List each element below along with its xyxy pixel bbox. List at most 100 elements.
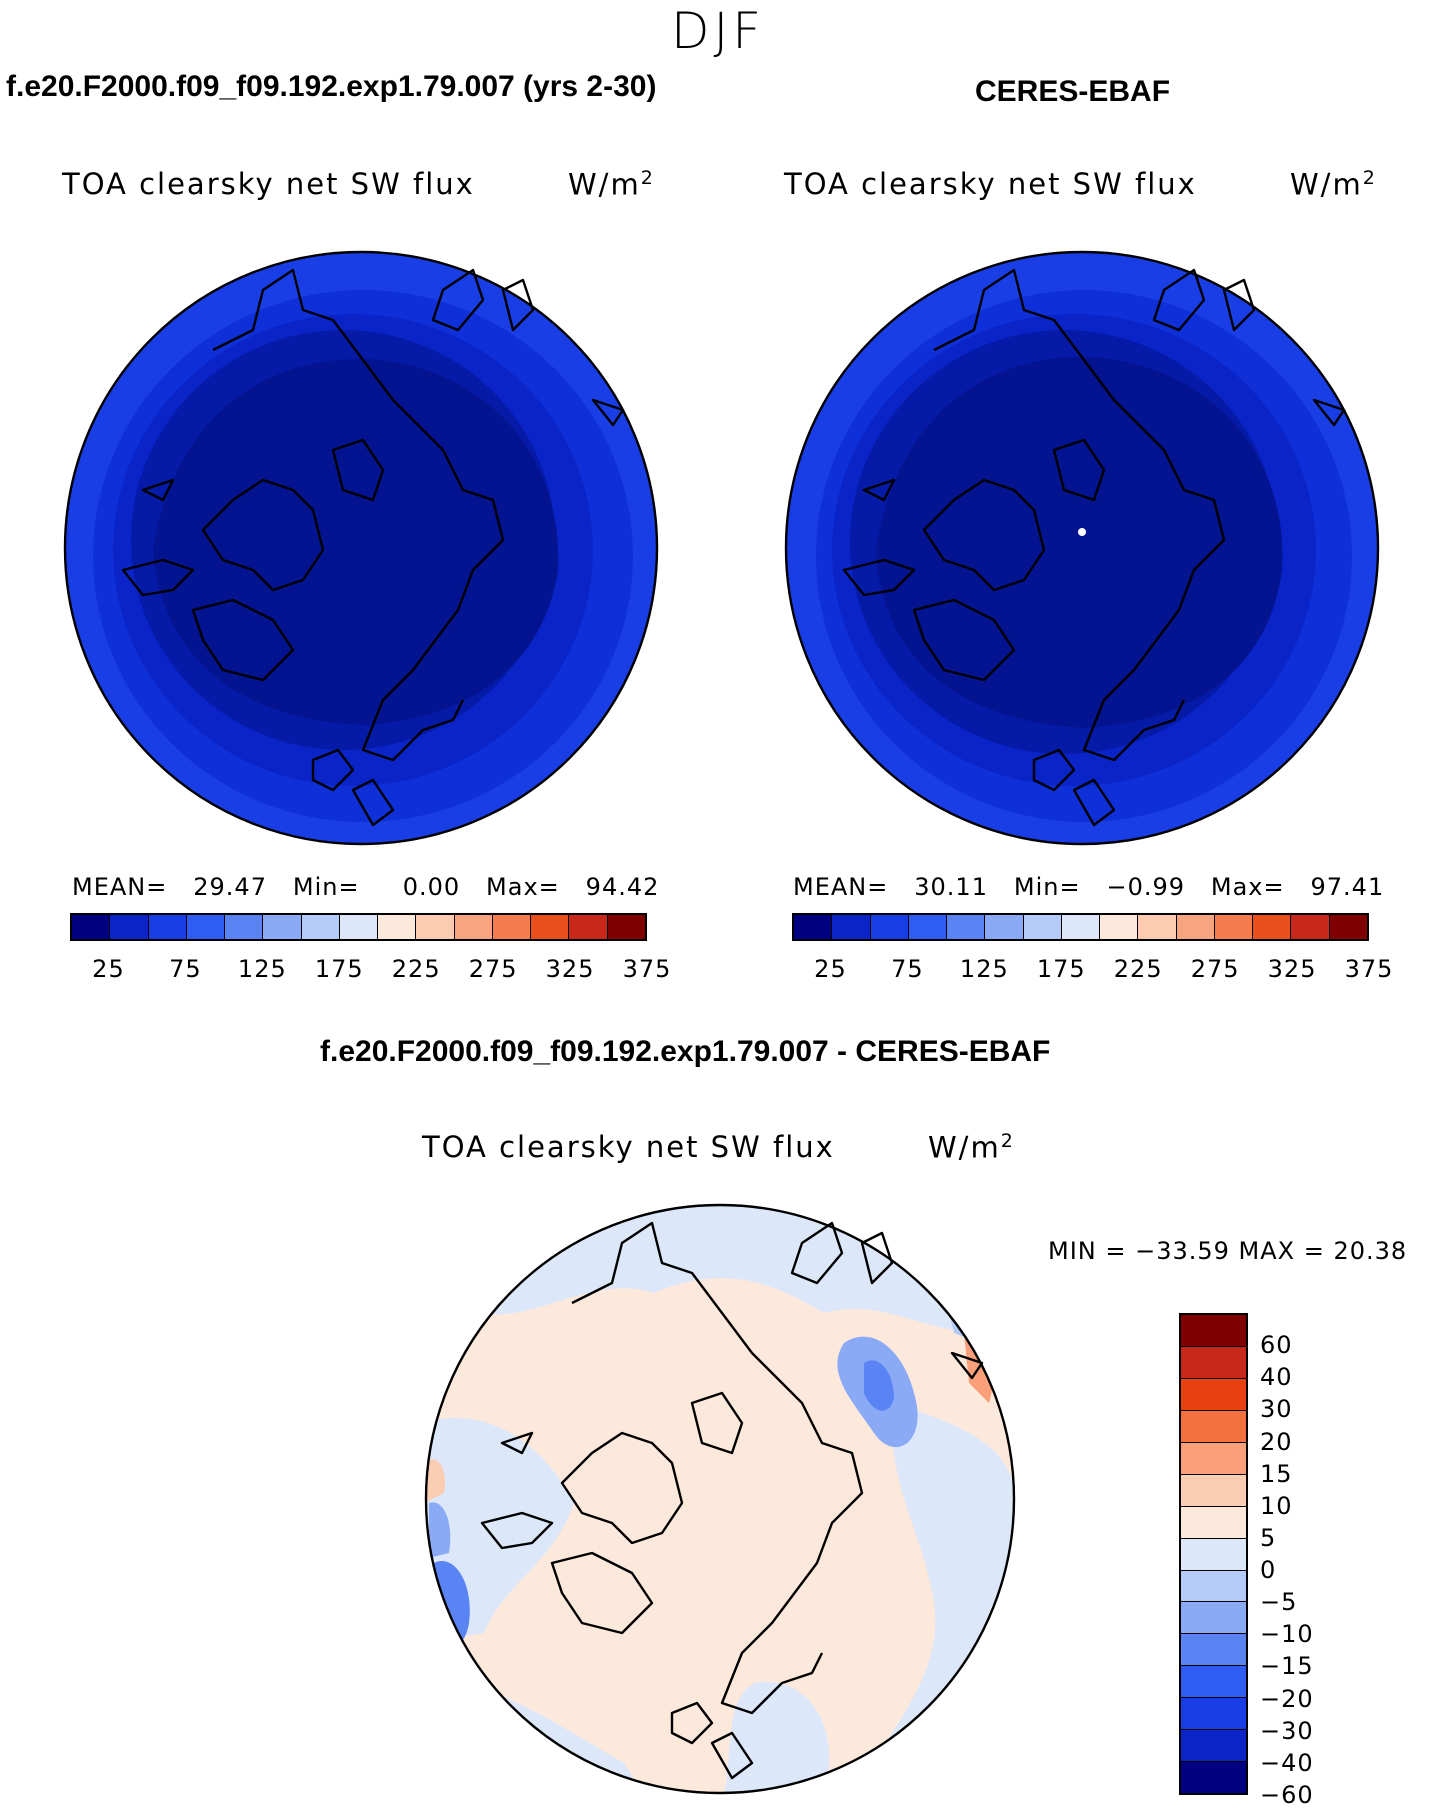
left-colorbar-swatch bbox=[607, 915, 645, 939]
left-colorbar-tick-label: 375 bbox=[622, 955, 672, 983]
diff-colorbar-swatch bbox=[1181, 1410, 1246, 1443]
diff-map bbox=[424, 1203, 1016, 1795]
diff-colorbar bbox=[1179, 1313, 1248, 1795]
right-colorbar-swatch bbox=[794, 915, 833, 939]
diff-colorbar-swatch bbox=[1181, 1570, 1246, 1603]
left-colorbar-swatch bbox=[186, 915, 226, 939]
right-coastlines bbox=[842, 268, 1346, 827]
left-colorbar-swatch bbox=[454, 915, 493, 939]
diff-colorbar-swatch bbox=[1181, 1762, 1246, 1794]
diff-colorbar-swatch bbox=[1181, 1666, 1246, 1699]
diff-coastlines bbox=[480, 1221, 984, 1780]
left-colorbar-swatch bbox=[378, 915, 417, 939]
diff-colorbar-label: −40 bbox=[1260, 1748, 1314, 1777]
diff-colorbar-swatch bbox=[1181, 1378, 1246, 1411]
left-colorbar-tick-label: 25 bbox=[92, 955, 125, 983]
right-colorbar-swatch bbox=[870, 915, 909, 939]
left-panel-title: TOA clearsky net SW flux bbox=[62, 167, 475, 201]
left-colorbar-tick-label: 275 bbox=[468, 955, 518, 983]
left-colorbar-swatch bbox=[72, 915, 111, 939]
left-panel-units: W/m2 bbox=[568, 167, 655, 202]
right-panel-header: CERES-EBAF bbox=[975, 75, 1171, 108]
left-colorbar-swatch bbox=[339, 915, 379, 939]
right-colorbar-swatch bbox=[1176, 915, 1215, 939]
right-colorbar-swatch bbox=[1138, 915, 1177, 939]
left-colorbar-swatch bbox=[416, 915, 455, 939]
right-stats: MEAN= 30.11 Min= −0.99 Max= 97.41 bbox=[793, 873, 1385, 901]
left-map bbox=[63, 250, 659, 846]
diff-colorbar-label: 40 bbox=[1260, 1363, 1293, 1392]
left-colorbar-tick-label: 175 bbox=[314, 955, 364, 983]
right-colorbar-swatch bbox=[1023, 915, 1062, 939]
left-panel-header: f.e20.F2000.f09_f09.192.exp1.79.007 (yrs… bbox=[6, 70, 657, 103]
right-colorbar-swatch bbox=[1291, 915, 1330, 939]
left-colorbar-tick-label: 325 bbox=[545, 955, 595, 983]
right-colorbar-swatch bbox=[1100, 915, 1139, 939]
left-colorbar-swatch bbox=[263, 915, 302, 939]
right-colorbar-swatch bbox=[1214, 915, 1254, 939]
left-colorbar-swatch bbox=[569, 915, 608, 939]
right-colorbar-swatch bbox=[1253, 915, 1292, 939]
right-colorbar-tick-label: 175 bbox=[1036, 955, 1086, 983]
right-colorbar-tick-label: 25 bbox=[814, 955, 847, 983]
left-colorbar-swatch bbox=[110, 915, 149, 939]
right-map bbox=[784, 250, 1380, 846]
diff-colorbar-swatch bbox=[1181, 1442, 1246, 1475]
right-colorbar-swatch bbox=[832, 915, 871, 939]
diff-colorbar-label: 30 bbox=[1260, 1395, 1293, 1424]
diff-colorbar-swatch bbox=[1181, 1602, 1246, 1635]
right-colorbar-swatch bbox=[1329, 915, 1367, 939]
diff-colorbar-label: 15 bbox=[1260, 1459, 1293, 1488]
diff-colorbar-swatch bbox=[1181, 1315, 1246, 1347]
diff-colorbar-swatch bbox=[1181, 1474, 1246, 1507]
right-colorbar-tick-label: 125 bbox=[959, 955, 1009, 983]
left-colorbar-swatch bbox=[225, 915, 264, 939]
diff-colorbar-labels: 60 40 30 20 15 10 5 0 −5 −10 −15 −20 −30 −40 −60 bbox=[1260, 1313, 1340, 1809]
left-colorbar-tick-label: 225 bbox=[391, 955, 441, 983]
diff-colorbar-label: 20 bbox=[1260, 1427, 1293, 1456]
right-colorbar-swatch bbox=[1061, 915, 1101, 939]
diff-colorbar-swatch bbox=[1181, 1506, 1246, 1539]
left-colorbar-tick-label: 75 bbox=[169, 955, 202, 983]
diff-panel-units: W/m2 bbox=[928, 1130, 1015, 1165]
left-colorbar-swatch bbox=[492, 915, 532, 939]
diff-colorbar-label: −30 bbox=[1260, 1716, 1314, 1745]
diff-colorbar-label: 60 bbox=[1260, 1331, 1293, 1360]
left-colorbar-tick-label: 125 bbox=[237, 955, 287, 983]
right-colorbar-tick-label: 225 bbox=[1113, 955, 1163, 983]
diff-colorbar-swatch bbox=[1181, 1346, 1246, 1379]
right-colorbar-tick-label: 275 bbox=[1190, 955, 1240, 983]
diff-colorbar-label: −10 bbox=[1260, 1620, 1314, 1649]
diff-minmax: MIN = −33.59 MAX = 20.38 bbox=[1048, 1237, 1408, 1265]
left-colorbar-swatch bbox=[301, 915, 340, 939]
left-colorbar-swatch bbox=[148, 915, 187, 939]
diff-panel-header: f.e20.F2000.f09_f09.192.exp1.79.007 - CE… bbox=[320, 1035, 1051, 1068]
right-colorbar-swatch bbox=[908, 915, 948, 939]
diff-colorbar-swatch bbox=[1181, 1634, 1246, 1667]
left-colorbar-swatch bbox=[531, 915, 570, 939]
diff-colorbar-label: 0 bbox=[1260, 1556, 1277, 1585]
right-colorbar-swatch bbox=[985, 915, 1024, 939]
right-panel-units: W/m2 bbox=[1290, 167, 1377, 202]
right-colorbar-tick-label: 325 bbox=[1267, 955, 1317, 983]
left-stats: MEAN= 29.47 Min= 0.00 Max= 94.42 bbox=[72, 873, 660, 901]
right-panel-title: TOA clearsky net SW flux bbox=[784, 167, 1197, 201]
diff-colorbar-swatch bbox=[1181, 1698, 1246, 1731]
right-colorbar-tick-label: 75 bbox=[891, 955, 924, 983]
diff-colorbar-label: −5 bbox=[1260, 1588, 1298, 1617]
diff-panel-title: TOA clearsky net SW flux bbox=[422, 1130, 835, 1164]
right-colorbar-swatch bbox=[947, 915, 986, 939]
diff-colorbar-swatch bbox=[1181, 1538, 1246, 1571]
right-colorbar-tick-label: 375 bbox=[1344, 955, 1394, 983]
diff-colorbar-label: 10 bbox=[1260, 1491, 1293, 1520]
diff-colorbar-label: 5 bbox=[1260, 1523, 1277, 1552]
diff-colorbar-swatch bbox=[1181, 1730, 1246, 1763]
right-colorbar bbox=[792, 913, 1369, 941]
left-colorbar-ticks: 25 75 125 175 225 275 325 375 bbox=[70, 955, 670, 985]
left-colorbar bbox=[70, 913, 647, 941]
left-coastlines bbox=[121, 268, 625, 827]
diff-colorbar-label: −60 bbox=[1260, 1781, 1314, 1809]
diff-colorbar-label: −15 bbox=[1260, 1652, 1314, 1681]
pole-dot bbox=[1078, 528, 1086, 536]
right-colorbar-ticks: 25 75 125 175 225 275 325 375 bbox=[792, 955, 1392, 985]
